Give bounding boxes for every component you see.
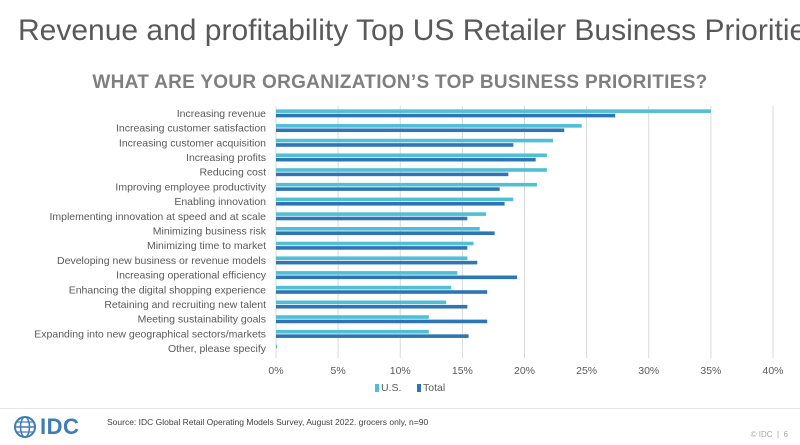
x-axis-ticks: 0% 5% 10% 15% 20% 25% 30% 35% 40% bbox=[268, 365, 783, 377]
copyright-text: © IDC bbox=[750, 430, 773, 439]
x-tick-label-1: 5% bbox=[331, 365, 346, 377]
copyright-footer: © IDC | 6 bbox=[751, 430, 788, 439]
bar-total-14 bbox=[276, 319, 488, 324]
bar-total-11 bbox=[276, 275, 518, 280]
category-label-10: Developing new business or revenue model… bbox=[57, 255, 266, 267]
x-tick-label-7: 35% bbox=[700, 365, 721, 377]
category-label-4: Reducing cost bbox=[199, 167, 266, 179]
bar-total-12 bbox=[276, 290, 488, 294]
bar-us-14 bbox=[276, 315, 429, 319]
legend-label-us: U.S. bbox=[381, 382, 401, 394]
footer-separator: | bbox=[774, 430, 782, 439]
bar-total-13 bbox=[276, 304, 468, 309]
category-label-16: Other, please specify bbox=[168, 343, 267, 355]
x-tick-label-8: 40% bbox=[762, 365, 783, 377]
bar-total-2 bbox=[276, 143, 514, 147]
chart-title: WHAT ARE YOUR ORGANIZATION’S TOP BUSINES… bbox=[92, 72, 708, 93]
bar-total-10 bbox=[276, 260, 478, 265]
x-tick-label-6: 30% bbox=[638, 365, 659, 377]
x-tick-label-5: 25% bbox=[576, 365, 597, 377]
category-label-8: Minimizing business risk bbox=[153, 226, 267, 238]
bar-us-1 bbox=[276, 124, 582, 128]
category-label-2: Increasing customer acquisition bbox=[119, 137, 266, 149]
category-label-14: Meeting sustainability goals bbox=[138, 314, 266, 326]
bar-us-11 bbox=[276, 271, 458, 275]
category-label-5: Improving employee productivity bbox=[115, 181, 266, 193]
bar-us-6 bbox=[276, 197, 514, 202]
bar-us-10 bbox=[276, 256, 468, 261]
category-label-3: Increasing profits bbox=[186, 152, 266, 164]
bar-us-9 bbox=[276, 241, 474, 246]
bar-total-1 bbox=[276, 128, 565, 133]
bar-total-0 bbox=[276, 113, 616, 118]
legend-swatch-us bbox=[375, 384, 379, 392]
bar-chart: Increasing revenue Increasing customer sa… bbox=[34, 106, 784, 394]
x-tick-label-4: 20% bbox=[514, 365, 535, 377]
source-note: Source: IDC Global Retail Operating Mode… bbox=[107, 417, 429, 427]
chart-bars bbox=[276, 109, 711, 349]
bar-us-16 bbox=[276, 344, 278, 349]
category-label-12: Enhancing the digital shopping experienc… bbox=[69, 284, 266, 296]
bar-total-9 bbox=[276, 246, 468, 250]
idc-logo-text: IDC bbox=[40, 414, 80, 439]
bar-total-7 bbox=[276, 216, 468, 221]
category-label-1: Increasing customer satisfaction bbox=[116, 123, 266, 135]
category-label-7: Implementing innovation at speed and at … bbox=[49, 211, 266, 223]
legend-swatch-total bbox=[417, 384, 421, 392]
bar-total-15 bbox=[276, 334, 469, 338]
bar-total-6 bbox=[276, 201, 505, 206]
bar-us-4 bbox=[276, 168, 547, 172]
category-labels: Increasing revenue Increasing customer sa… bbox=[34, 108, 266, 355]
bar-us-0 bbox=[276, 109, 711, 113]
bar-us-5 bbox=[276, 182, 537, 187]
bar-us-15 bbox=[276, 329, 429, 334]
bar-us-12 bbox=[276, 285, 452, 290]
x-tick-label-0: 0% bbox=[268, 365, 283, 377]
idc-logo: IDC bbox=[14, 412, 79, 442]
category-label-15: Expanding into new geographical sectors/… bbox=[34, 328, 266, 340]
chart-legend: U.S. Total bbox=[375, 382, 445, 394]
footer-divider bbox=[0, 408, 800, 409]
category-label-0: Increasing revenue bbox=[177, 108, 266, 120]
bar-us-8 bbox=[276, 227, 480, 231]
bar-total-4 bbox=[276, 172, 509, 177]
legend-label-total: Total bbox=[423, 382, 445, 394]
bar-total-3 bbox=[276, 157, 536, 162]
bar-us-7 bbox=[276, 212, 486, 216]
x-tick-label-3: 15% bbox=[452, 365, 473, 377]
x-tick-label-2: 10% bbox=[390, 365, 411, 377]
page-number: 6 bbox=[783, 430, 788, 439]
slide-title: Revenue and profitability Top US Retaile… bbox=[18, 14, 800, 47]
category-label-13: Retaining and recruiting new talent bbox=[104, 299, 266, 311]
bar-total-5 bbox=[276, 187, 500, 191]
bar-us-13 bbox=[276, 300, 447, 305]
category-label-11: Increasing operational efficiency bbox=[116, 270, 267, 282]
idc-globe-icon bbox=[14, 416, 36, 438]
bar-total-8 bbox=[276, 231, 495, 235]
category-label-9: Minimizing time to market bbox=[147, 240, 266, 252]
bar-us-2 bbox=[276, 138, 554, 143]
bar-us-3 bbox=[276, 153, 547, 158]
category-label-6: Enabling innovation bbox=[174, 196, 266, 208]
